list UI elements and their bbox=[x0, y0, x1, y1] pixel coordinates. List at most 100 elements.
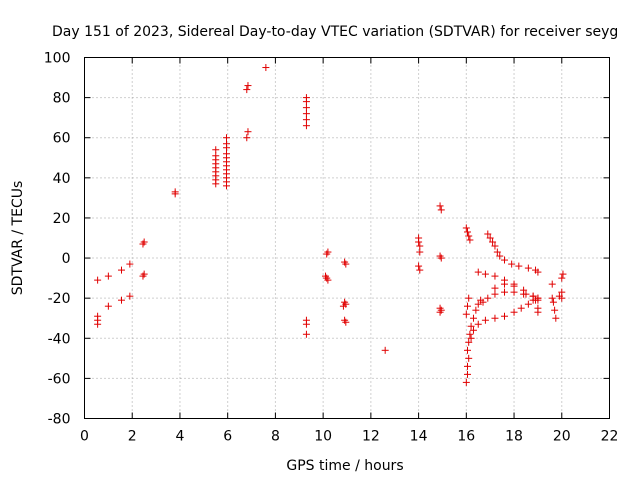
data-point bbox=[510, 288, 518, 296]
data-point bbox=[212, 146, 220, 154]
data-point bbox=[534, 268, 542, 276]
data-point bbox=[140, 238, 148, 246]
data-point bbox=[467, 334, 475, 342]
data-point bbox=[339, 302, 347, 310]
data-point bbox=[508, 260, 516, 268]
data-point bbox=[548, 280, 556, 288]
x-tick-labels: 0 2 4 6 8 10 12 14 16 18 20 22 bbox=[80, 429, 618, 445]
data-point bbox=[222, 134, 230, 142]
data-point bbox=[302, 116, 310, 124]
data-point bbox=[474, 268, 482, 276]
data-point bbox=[534, 294, 542, 302]
x-tick-label: 2 bbox=[128, 429, 137, 445]
data-point bbox=[501, 312, 508, 320]
data-point bbox=[464, 362, 472, 370]
data-point bbox=[552, 314, 560, 322]
data-point bbox=[524, 264, 532, 272]
data-point bbox=[549, 298, 557, 306]
data-point bbox=[510, 308, 518, 316]
data-point bbox=[481, 316, 489, 324]
data-point bbox=[491, 290, 499, 298]
data-point bbox=[244, 82, 252, 90]
data-points bbox=[94, 64, 567, 386]
data-point bbox=[342, 318, 350, 326]
y-tick-label: 20 bbox=[53, 211, 71, 227]
x-tick-label: 6 bbox=[223, 429, 232, 445]
data-point bbox=[462, 310, 470, 318]
data-point bbox=[302, 94, 310, 102]
data-point bbox=[302, 104, 310, 112]
data-point bbox=[415, 262, 423, 270]
data-point bbox=[416, 266, 424, 274]
data-point bbox=[479, 298, 487, 306]
data-point bbox=[522, 290, 530, 298]
y-tick-label: -40 bbox=[48, 331, 71, 347]
data-point bbox=[469, 326, 477, 334]
data-point bbox=[524, 300, 532, 308]
data-point bbox=[496, 252, 504, 260]
data-point bbox=[381, 346, 389, 354]
data-point bbox=[302, 122, 310, 130]
data-point bbox=[94, 320, 102, 328]
data-point bbox=[558, 274, 566, 282]
data-point bbox=[466, 330, 474, 338]
data-point bbox=[416, 248, 424, 256]
x-tick-label: 14 bbox=[410, 429, 428, 445]
data-point bbox=[501, 256, 508, 264]
data-point bbox=[474, 300, 482, 308]
data-point bbox=[243, 86, 251, 94]
data-point bbox=[501, 288, 508, 296]
y-tick-label: -80 bbox=[48, 412, 71, 428]
data-point bbox=[486, 234, 494, 242]
data-point bbox=[415, 238, 423, 246]
data-point bbox=[464, 302, 472, 310]
data-point bbox=[558, 294, 566, 302]
y-tick-label: 60 bbox=[53, 131, 71, 147]
x-tick-label: 20 bbox=[553, 429, 571, 445]
data-point bbox=[222, 150, 230, 158]
data-point bbox=[491, 272, 499, 280]
data-point bbox=[501, 280, 508, 288]
x-tick-label: 12 bbox=[362, 429, 380, 445]
data-point bbox=[302, 330, 310, 338]
data-point bbox=[140, 270, 148, 278]
data-point bbox=[244, 128, 252, 136]
data-point bbox=[529, 296, 537, 304]
data-point bbox=[469, 314, 477, 322]
axis-ticks bbox=[84, 57, 610, 419]
data-point bbox=[489, 238, 497, 246]
data-point bbox=[548, 294, 556, 302]
data-point bbox=[517, 304, 525, 312]
x-tick-label: 0 bbox=[80, 429, 89, 445]
data-point bbox=[126, 260, 134, 268]
y-tick-labels: -80 -60 -40 -20 0 20 40 60 80 100 bbox=[44, 51, 71, 428]
x-tick-label: 18 bbox=[505, 429, 523, 445]
data-point bbox=[474, 320, 482, 328]
data-point bbox=[126, 292, 134, 300]
data-point bbox=[465, 232, 473, 240]
y-tick-label: -60 bbox=[48, 371, 71, 387]
data-point bbox=[491, 284, 499, 292]
data-point bbox=[462, 378, 470, 386]
data-point bbox=[465, 338, 473, 346]
data-point bbox=[462, 224, 470, 232]
data-point bbox=[117, 296, 125, 304]
data-point bbox=[416, 242, 424, 250]
data-point bbox=[94, 276, 102, 284]
data-point bbox=[464, 346, 472, 354]
data-point bbox=[467, 322, 475, 330]
data-point bbox=[324, 276, 332, 284]
data-point bbox=[437, 254, 445, 262]
data-point bbox=[222, 140, 230, 148]
x-tick-label: 22 bbox=[601, 429, 619, 445]
data-point bbox=[243, 134, 251, 142]
data-point bbox=[104, 302, 112, 310]
data-point bbox=[171, 188, 179, 196]
data-point bbox=[437, 206, 445, 214]
grid-lines bbox=[84, 57, 610, 419]
data-point bbox=[558, 288, 566, 296]
data-point bbox=[466, 236, 474, 244]
data-point bbox=[484, 294, 492, 302]
y-tick-label: 40 bbox=[53, 171, 71, 187]
chart-title: Day 151 of 2023, Sidereal Day-to-day VTE… bbox=[52, 24, 618, 40]
